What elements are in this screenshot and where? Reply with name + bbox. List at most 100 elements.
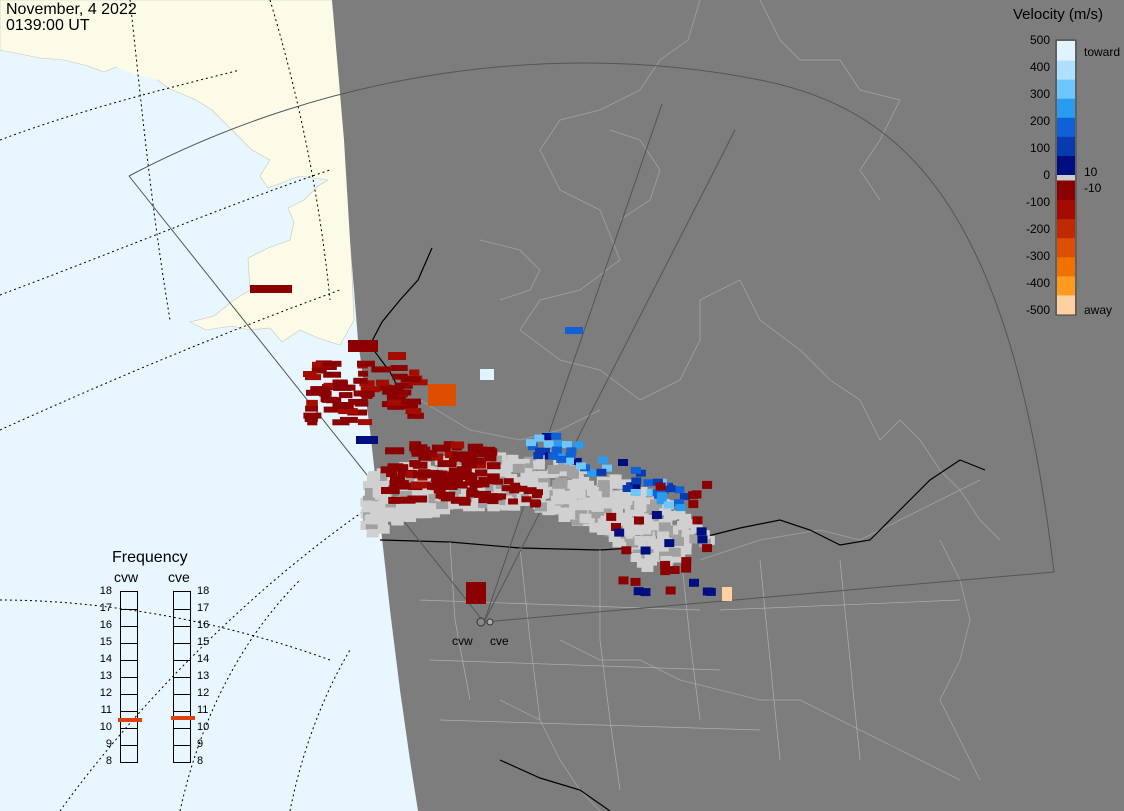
- frequency-marker: [171, 715, 195, 720]
- ground-scatter-cell: [682, 519, 695, 529]
- velocity-cell: [386, 470, 398, 478]
- velocity-cell: [705, 587, 716, 596]
- velocity-cell: [688, 500, 699, 509]
- frequency-column-cve: [171, 591, 195, 763]
- velocity-cell: [357, 360, 375, 367]
- colorbar-segment: [1057, 199, 1075, 220]
- velocity-cell: [722, 587, 732, 601]
- colorbar-tick-label: -200: [1025, 222, 1050, 236]
- velocity-cell: [475, 469, 488, 477]
- ground-scatter-cell: [608, 499, 621, 509]
- ground-scatter-cell: [418, 505, 431, 515]
- colorbar-segment: [1057, 136, 1075, 156]
- ground-scatter-cell: [679, 545, 692, 555]
- velocity-cell: [418, 453, 432, 461]
- velocity-cell: [565, 452, 576, 460]
- ground-scatter-cell: [634, 501, 647, 511]
- frequency-gridline: [174, 626, 190, 627]
- ground-scatter-cell: [597, 488, 610, 498]
- frequency-gridline: [174, 745, 190, 746]
- velocity-cell: [466, 490, 479, 498]
- frequency-scale-label: 9: [105, 738, 112, 750]
- ground-scatter-cell: [634, 536, 647, 545]
- ground-scatter-cell: [373, 501, 386, 511]
- velocity-cell: [688, 491, 699, 500]
- frequency-scale-label: 15: [99, 636, 112, 648]
- velocity-cell: [407, 412, 424, 419]
- coastlines: [419, 0, 1001, 811]
- velocity-cell: [314, 386, 331, 393]
- velocity-cell: [428, 384, 456, 406]
- frequency-radar-header-cvw: cvw: [114, 569, 139, 585]
- ground-scatter-cell: [623, 517, 636, 527]
- ground-scatter-cell: [589, 491, 602, 501]
- velocity-cell: [664, 539, 675, 548]
- velocity-cell: [552, 446, 562, 454]
- velocity-cell: [486, 462, 501, 470]
- ground-scatter-cell: [565, 494, 578, 503]
- frequency-gridline: [121, 677, 137, 678]
- ground-scatter-cell: [630, 553, 643, 562]
- ground-scatter-cell: [640, 514, 653, 524]
- velocity-cell: [679, 493, 690, 500]
- frequency-scale-label: 13: [197, 670, 210, 682]
- velocity-cell: [630, 577, 641, 586]
- colorbar-segment: [1057, 60, 1075, 80]
- colorbar-tick-label: 200: [1029, 114, 1050, 128]
- velocity-cell: [426, 449, 438, 457]
- velocity-cell: [652, 478, 663, 486]
- ground-scatter-cell: [553, 505, 566, 515]
- colorbar-segment: [1057, 155, 1075, 175]
- velocity-cell: [474, 490, 491, 498]
- velocity-cell: [480, 369, 494, 380]
- velocity-cell: [390, 365, 408, 371]
- frequency-marker: [118, 717, 142, 722]
- date-label: November, 4 2022: [6, 1, 137, 18]
- ground-scatter-cell: [377, 524, 390, 534]
- velocity-cell: [250, 285, 292, 293]
- velocity-cell: [702, 480, 713, 489]
- colorbar-segment: [1057, 294, 1075, 315]
- velocity-cell: [381, 487, 400, 494]
- ground-scatter-cell: [569, 487, 582, 497]
- velocity-cell: [319, 390, 332, 397]
- ground-scatter-cell: [617, 512, 630, 522]
- frequency-gridline: [174, 711, 190, 712]
- velocity-cell: [554, 452, 565, 459]
- velocity-cell: [630, 482, 641, 490]
- velocity-cell: [598, 456, 608, 464]
- velocity-cell: [665, 586, 676, 595]
- island-small: [110, 56, 170, 80]
- colorbar-toward-label: toward: [1084, 45, 1121, 59]
- ground-scatter-cell: [369, 515, 382, 525]
- velocity-cell: [573, 441, 584, 449]
- velocity-cell: [635, 469, 646, 477]
- colorbar-segment: [1057, 237, 1075, 258]
- frequency-scale-label: 17: [99, 602, 112, 614]
- velocity-cell: [460, 455, 471, 463]
- velocity-cell: [382, 388, 394, 395]
- frequency-gridline: [174, 609, 190, 610]
- velocity-cell: [622, 485, 633, 492]
- colorbar-upper-marker: 10: [1084, 165, 1098, 179]
- ground-scatter-cell: [436, 500, 449, 509]
- frequency-column-cvw: [118, 591, 142, 763]
- frequency-scale-label: 12: [197, 687, 210, 699]
- velocity-cell: [312, 361, 332, 368]
- velocity-cell: [353, 390, 366, 397]
- velocity-cell: [427, 482, 443, 490]
- frequency-gridline: [121, 609, 137, 610]
- velocity-cell: [510, 482, 521, 489]
- ground-scatter-cell: [367, 525, 380, 535]
- velocity-cell: [589, 469, 600, 477]
- velocity-cell: [517, 485, 528, 492]
- velocity-cell: [461, 461, 478, 469]
- colorbar-tick-label: 500: [1029, 33, 1050, 47]
- ground-scatter-cell: [388, 510, 401, 520]
- velocity-cell: [444, 451, 458, 459]
- velocity-cell: [448, 467, 468, 475]
- ground-scatter-cell: [609, 474, 622, 484]
- frequency-gridline: [174, 728, 190, 729]
- ground-scatter-cell: [535, 502, 547, 512]
